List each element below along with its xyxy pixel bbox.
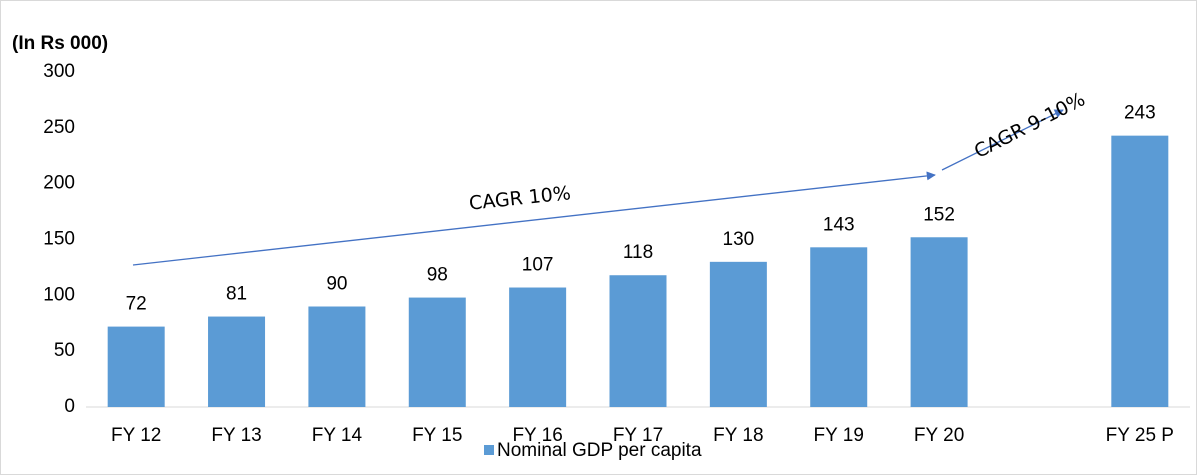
data-label: 152: [923, 204, 955, 225]
bar: [509, 287, 567, 407]
data-label: 98: [427, 265, 448, 286]
data-label: 90: [326, 274, 347, 295]
bar: [107, 326, 165, 407]
data-label: 130: [723, 229, 755, 250]
x-tick-label: FY 25 P: [1106, 425, 1174, 446]
bar: [609, 275, 667, 407]
cagr-arrow: [941, 109, 1064, 171]
x-tick-label: FY 19: [814, 425, 864, 446]
cagr-arrow: [132, 171, 936, 266]
y-tick-label: 150: [43, 229, 75, 250]
x-tick-label: FY 16: [512, 425, 562, 446]
x-tick-label: FY 13: [211, 425, 261, 446]
y-tick-label: 200: [43, 173, 75, 194]
data-label: 118: [623, 242, 653, 263]
y-tick-label: 0: [64, 396, 75, 417]
y-tick-label: 50: [54, 340, 75, 361]
bar: [208, 316, 266, 407]
bar: [308, 306, 366, 407]
x-tick-label: FY 14: [312, 425, 363, 446]
data-label: 143: [823, 214, 855, 235]
bar: [810, 247, 868, 407]
bar: [1111, 135, 1169, 407]
legend-swatch: [484, 445, 494, 455]
data-label: 243: [1124, 103, 1156, 124]
bar: [910, 237, 968, 407]
x-tick-label: FY 15: [412, 425, 462, 446]
data-label: 72: [126, 294, 147, 315]
y-tick-label: 300: [43, 61, 75, 82]
data-label: 107: [522, 255, 554, 276]
data-label: 81: [226, 284, 247, 305]
x-tick-label: FY 12: [111, 425, 161, 446]
legend-label: Nominal GDP per capita: [497, 440, 702, 461]
y-tick-label: 100: [43, 284, 75, 305]
unit-label: (In Rs 000): [12, 33, 108, 54]
bar: [408, 297, 466, 407]
x-tick-label: FY 18: [713, 425, 763, 446]
y-tick-label: 250: [43, 117, 75, 138]
x-tick-label: FY 20: [914, 425, 964, 446]
x-tick-label: FY 17: [613, 425, 663, 446]
bar: [709, 261, 767, 407]
